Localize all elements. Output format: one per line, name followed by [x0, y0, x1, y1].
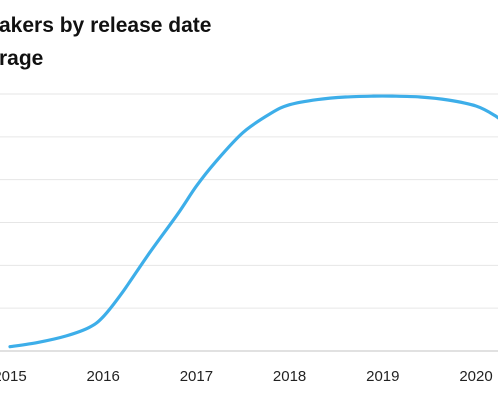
x-tick-labels: 2015 2016 2017 2018 2019 2020	[0, 368, 493, 385]
series-line-1	[8, 94, 498, 349]
x-tick-label: 2016	[87, 368, 120, 385]
x-tick-label: 2018	[273, 368, 306, 385]
x-tick-label: 2020	[459, 368, 492, 385]
x-tick-label: 2017	[180, 368, 213, 385]
series-group	[8, 94, 498, 349]
chart-title-line-1: akers by release date	[0, 14, 211, 37]
x-tick-label: 2015	[0, 368, 27, 385]
x-tick-label: 2019	[366, 368, 399, 385]
chart-title-line-2: rage	[0, 47, 43, 70]
grid-lines	[0, 93, 498, 309]
